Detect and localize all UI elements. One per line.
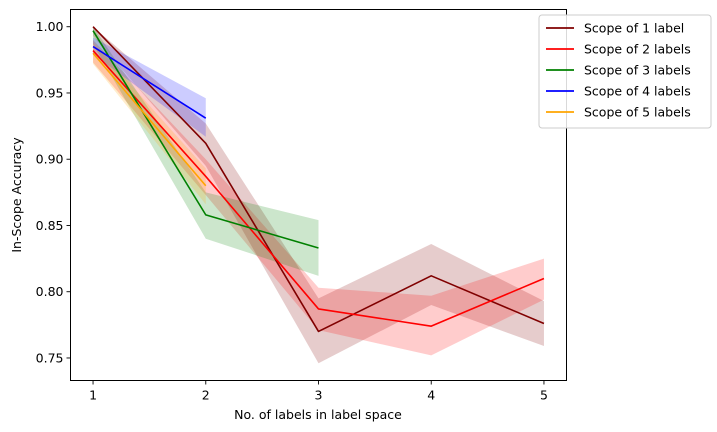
y-axis-ticks: 0.75 0.80 0.85 0.90 0.95 1.00 — [36, 19, 71, 365]
confidence-band-series-2 — [93, 39, 544, 356]
y-tick-label: 0.95 — [36, 85, 64, 100]
confidence-band-series-4 — [93, 37, 206, 137]
series-line-3 — [92, 30, 319, 249]
x-tick-label: 1 — [89, 388, 97, 403]
y-tick-label: 0.75 — [36, 350, 64, 365]
y-tick-label: 0.90 — [36, 152, 64, 167]
legend-box — [538, 14, 712, 129]
y-axis-label: In-Scope Accuracy — [9, 137, 24, 253]
x-tick-label: 3 — [315, 388, 323, 403]
legend-label-1: Scope of 1 label — [584, 21, 684, 36]
x-tick-label: 5 — [540, 388, 548, 403]
legend-label-2: Scope of 2 labels — [584, 42, 691, 57]
series-line-1 — [92, 26, 545, 333]
confidence-band-series-3 — [93, 26, 319, 276]
legend-label-3: Scope of 3 labels — [584, 63, 691, 78]
series-line-4 — [92, 45, 207, 119]
series-lines — [92, 26, 545, 333]
legend-label-4: Scope of 4 labels — [584, 84, 691, 99]
series-line-5 — [92, 52, 207, 187]
legend-label-5: Scope of 5 labels — [584, 105, 691, 120]
confidence-bands — [93, 26, 544, 364]
legend: Scope of 1 label Scope of 2 labels Scope o… — [538, 14, 712, 129]
y-tick-label: 0.80 — [36, 284, 64, 299]
x-axis-ticks: 1 2 3 4 5 — [89, 380, 548, 403]
confidence-band-series-1 — [93, 26, 544, 364]
x-axis-label: No. of labels in label space — [234, 407, 402, 422]
x-tick-label: 4 — [427, 388, 435, 403]
y-tick-label: 1.00 — [36, 19, 64, 34]
y-tick-label: 0.85 — [36, 218, 64, 233]
series-line-2 — [92, 50, 545, 327]
x-tick-label: 2 — [202, 388, 210, 403]
